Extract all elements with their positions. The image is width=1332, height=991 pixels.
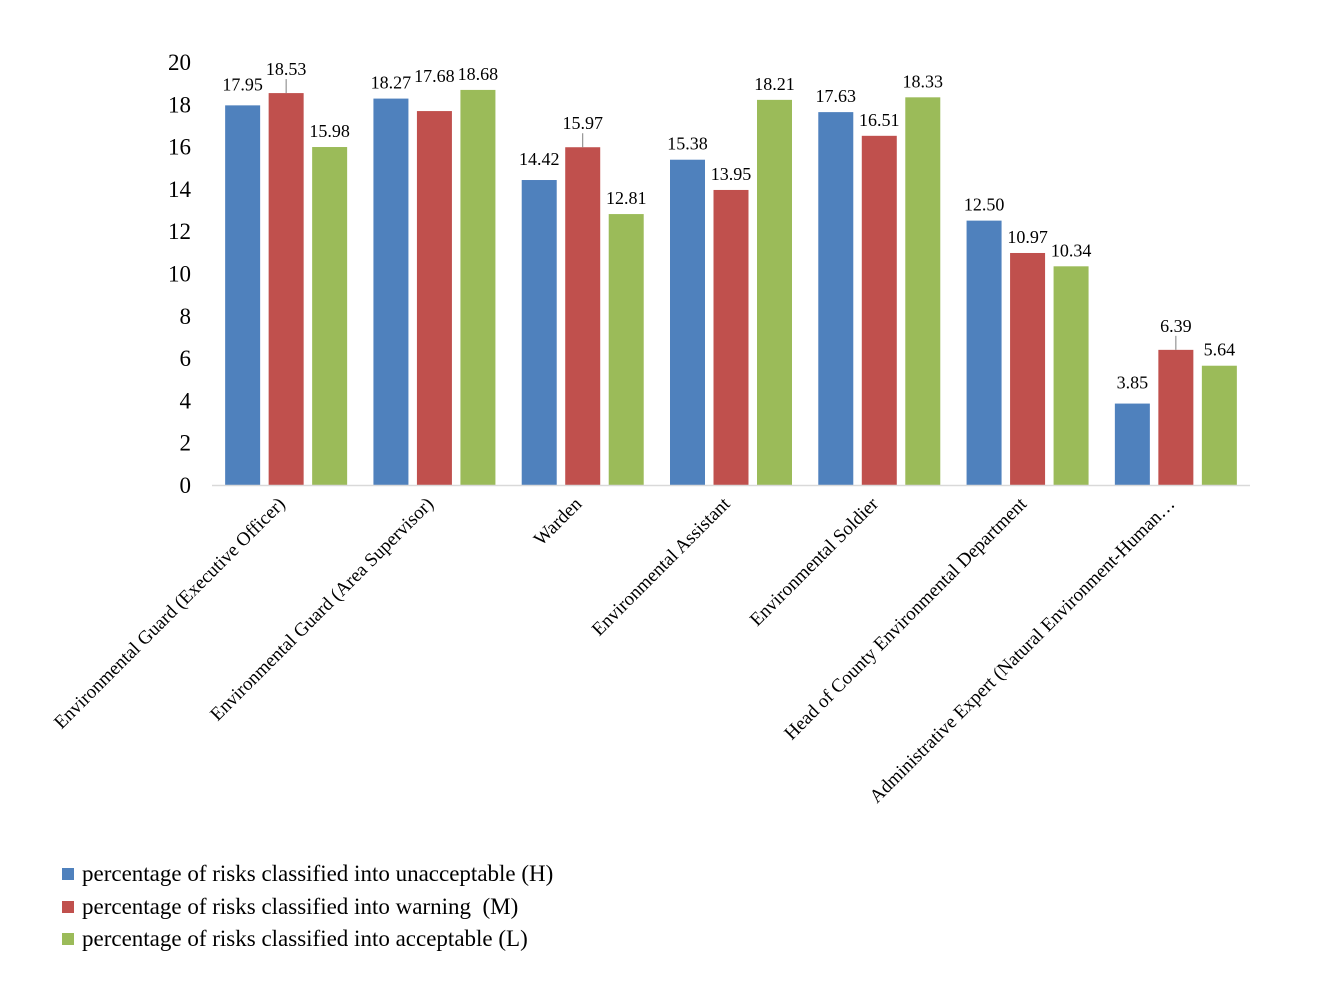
- data-label: 6.39: [1160, 316, 1192, 336]
- bar: [818, 112, 854, 486]
- bar: [268, 93, 304, 485]
- data-label: 15.38: [667, 134, 708, 154]
- y-tick-label: 14: [168, 177, 192, 202]
- legend-swatch-h: [62, 868, 74, 881]
- bar: [1201, 365, 1237, 485]
- x-category-label: Environmental Soldier: [746, 493, 883, 630]
- data-label: 18.68: [458, 64, 499, 84]
- legend: percentage of risks classified into unac…: [62, 858, 553, 956]
- legend-label-m: percentage of risks classified into warn…: [82, 893, 519, 919]
- data-label: 14.42: [519, 149, 560, 169]
- data-label: 17.95: [222, 74, 263, 94]
- legend-item-m: percentage of risks classified into warn…: [62, 891, 553, 924]
- y-tick-label: 2: [180, 431, 192, 456]
- legend-swatch-m: [62, 900, 74, 913]
- bar: [312, 147, 348, 485]
- legend-item-l: percentage of risks classified into acce…: [62, 923, 553, 956]
- bar: [861, 135, 897, 485]
- data-label: 10.97: [1007, 227, 1048, 247]
- y-tick-label: 20: [168, 50, 191, 75]
- y-tick-label: 18: [168, 92, 191, 117]
- x-category-label: Environmental Assistant: [588, 493, 735, 640]
- y-tick-label: 10: [168, 262, 191, 287]
- bar: [1053, 266, 1089, 485]
- bar: [713, 189, 749, 485]
- bar: [373, 98, 409, 485]
- data-label: 17.63: [816, 86, 857, 106]
- x-category-label: Warden: [530, 493, 587, 550]
- data-label: 17.68: [414, 66, 455, 86]
- data-label: 18.21: [754, 74, 795, 94]
- x-category-label: Administrative Expert (Natural Environme…: [866, 494, 1180, 808]
- data-label: 3.85: [1117, 373, 1149, 393]
- data-label: 15.98: [309, 121, 350, 141]
- bar: [1158, 349, 1194, 485]
- bar: [905, 97, 941, 486]
- x-category-label: Head of County Environmental Department: [780, 493, 1031, 744]
- bar: [565, 147, 601, 485]
- bar: [757, 99, 792, 486]
- data-label: 18.53: [266, 59, 307, 79]
- data-label: 18.27: [371, 73, 412, 93]
- bar: [460, 89, 496, 485]
- data-label: 18.33: [903, 71, 944, 91]
- x-category-label: Environmental Guard (Executive Officer): [50, 494, 290, 734]
- y-tick-label: 4: [180, 388, 192, 413]
- bar: [1114, 403, 1150, 485]
- bar: [521, 180, 557, 485]
- y-tick-label: 6: [180, 346, 192, 371]
- legend-item-h: percentage of risks classified into unac…: [62, 858, 553, 891]
- data-label: 12.50: [964, 195, 1005, 215]
- data-label: 12.81: [606, 188, 647, 208]
- y-tick-label: 12: [168, 219, 191, 244]
- bar: [608, 214, 644, 486]
- data-label: 5.64: [1204, 340, 1236, 360]
- bar: [225, 105, 261, 486]
- data-label: 16.51: [859, 110, 900, 130]
- bar: [670, 159, 705, 485]
- data-label: 10.34: [1051, 240, 1092, 260]
- y-tick-label: 16: [168, 135, 191, 160]
- y-tick-label: 0: [180, 473, 192, 498]
- y-tick-label: 8: [180, 304, 192, 329]
- legend-label-l: percentage of risks classified into acce…: [82, 926, 528, 952]
- bar: [1010, 252, 1046, 485]
- bar: [416, 111, 452, 486]
- legend-label-h: percentage of risks classified into unac…: [82, 861, 554, 887]
- data-label: 13.95: [711, 164, 752, 184]
- data-label: 15.97: [562, 113, 603, 133]
- bar: [966, 220, 1002, 485]
- legend-swatch-l: [62, 933, 74, 946]
